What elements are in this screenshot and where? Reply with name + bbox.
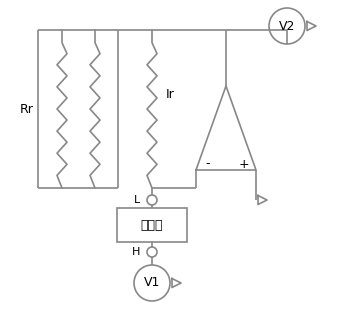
Text: +: + bbox=[239, 157, 249, 171]
Text: L: L bbox=[134, 195, 140, 205]
Text: H: H bbox=[132, 247, 140, 257]
Text: -: - bbox=[206, 157, 210, 171]
Text: Rr: Rr bbox=[20, 102, 34, 116]
FancyBboxPatch shape bbox=[117, 208, 187, 242]
Text: V1: V1 bbox=[144, 276, 160, 290]
Text: 锂电池: 锂电池 bbox=[141, 219, 163, 231]
Text: Ir: Ir bbox=[166, 87, 175, 100]
Text: V2: V2 bbox=[279, 20, 295, 33]
